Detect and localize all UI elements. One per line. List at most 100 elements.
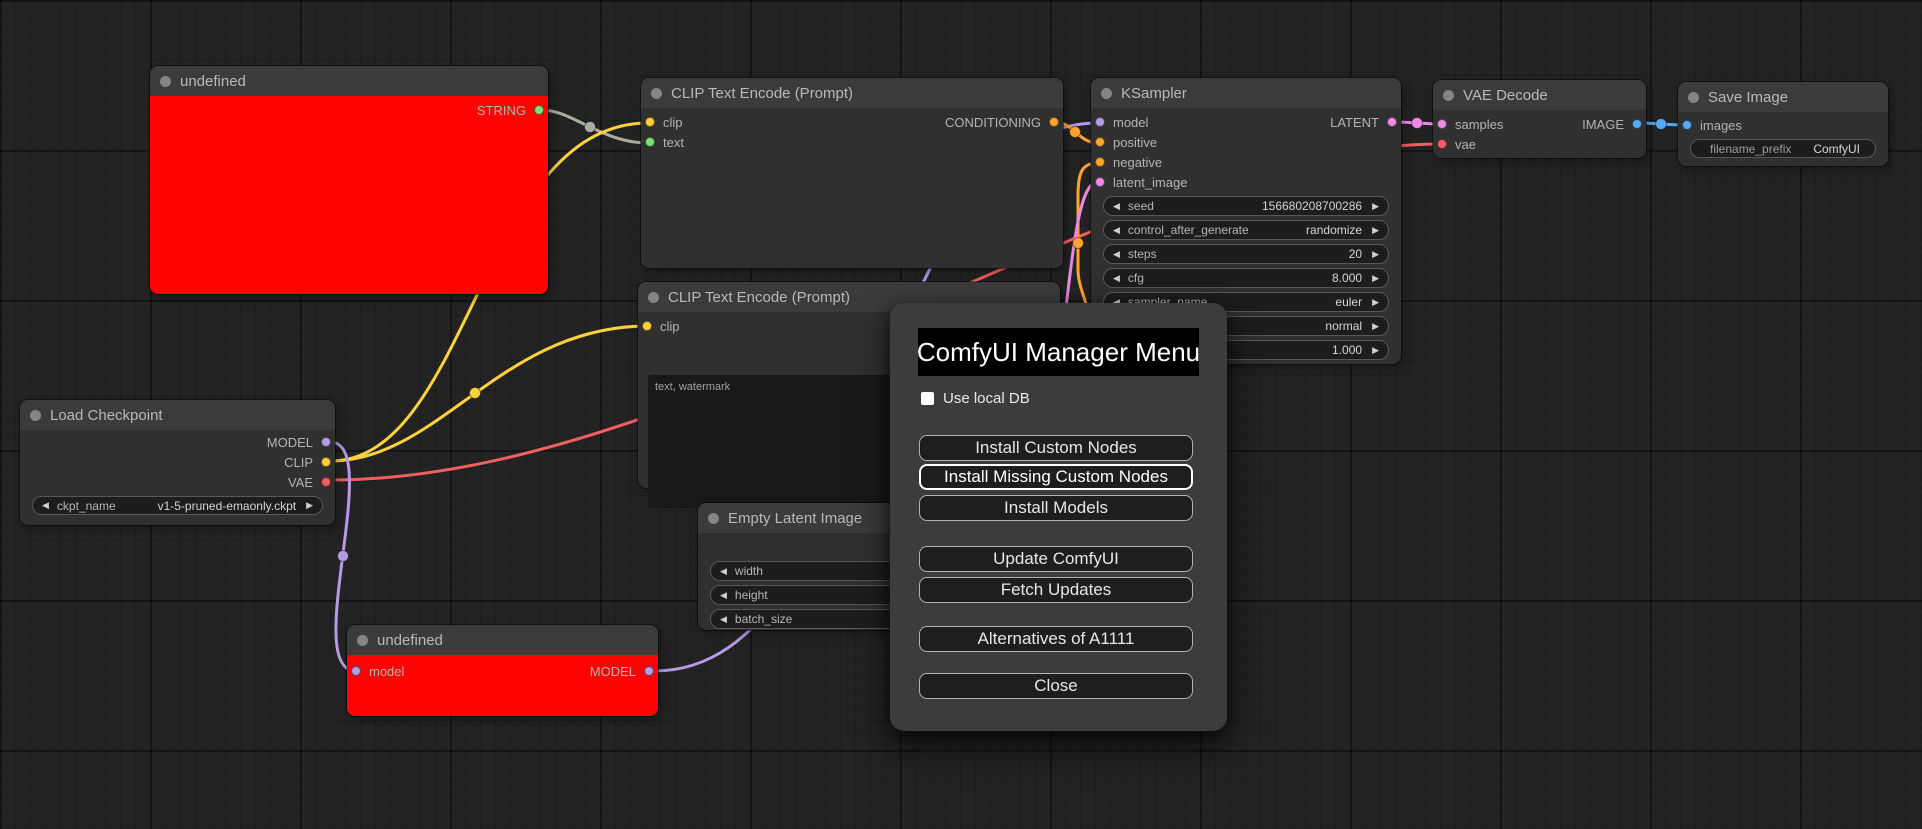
widget-control-after-generate[interactable]: ◀ control_after_generate randomize ▶ [1103, 220, 1389, 240]
node-collapse-dot-icon[interactable] [708, 512, 719, 524]
arrow-left-icon[interactable]: ◀ [720, 589, 727, 600]
widget-value: 156680208700286 [1261, 199, 1363, 213]
arrow-left-icon[interactable]: ◀ [42, 500, 49, 510]
input-label-positive: positive [1113, 134, 1158, 150]
install-missing-custom-nodes-button[interactable]: Install Missing Custom Nodes [919, 464, 1193, 490]
input-label-clip: clip [663, 114, 683, 130]
arrow-right-icon[interactable]: ▶ [1372, 200, 1379, 211]
node-save-image[interactable]: Save Image images filename_prefix ComfyU… [1678, 82, 1888, 166]
reroute-dot-negative[interactable] [1072, 237, 1084, 249]
arrow-right-icon[interactable]: ▶ [306, 500, 313, 510]
arrow-right-icon[interactable]: ▶ [1372, 344, 1379, 355]
input-port-model[interactable] [1095, 117, 1105, 127]
widget-label: width [734, 564, 763, 578]
input-port-model[interactable] [351, 666, 361, 676]
node-header[interactable]: undefined [150, 66, 548, 96]
input-port-clip[interactable] [642, 321, 652, 331]
node-header[interactable]: VAE Decode [1433, 80, 1646, 110]
output-port-conditioning[interactable] [1049, 117, 1059, 127]
arrow-left-icon[interactable]: ◀ [1113, 224, 1120, 235]
node-title: CLIP Text Encode (Prompt) [671, 84, 854, 102]
widget-filename-prefix[interactable]: filename_prefix ComfyUI [1690, 139, 1876, 158]
input-port-samples[interactable] [1437, 119, 1447, 129]
wire-clip-to-clip2 [328, 324, 650, 463]
input-port-vae[interactable] [1437, 139, 1447, 149]
input-port-positive[interactable] [1095, 137, 1105, 147]
arrow-left-icon[interactable]: ◀ [1113, 296, 1120, 307]
arrow-right-icon[interactable]: ▶ [1372, 272, 1379, 283]
reroute-dot-image[interactable] [1655, 118, 1667, 130]
input-port-text[interactable] [645, 137, 655, 147]
arrow-right-icon[interactable]: ▶ [1372, 248, 1379, 259]
install-models-button[interactable]: Install Models [919, 495, 1193, 521]
output-port-string[interactable] [534, 105, 544, 115]
widget-seed[interactable]: ◀ seed 156680208700286 ▶ [1103, 196, 1389, 216]
output-port-latent[interactable] [1387, 117, 1397, 127]
node-collapse-dot-icon[interactable] [1101, 87, 1112, 99]
input-port-images[interactable] [1682, 120, 1692, 130]
node-clip-text-encode-1[interactable]: CLIP Text Encode (Prompt) clip CONDITION… [641, 78, 1063, 268]
input-port-negative[interactable] [1095, 157, 1105, 167]
arrow-right-icon[interactable]: ▶ [1372, 296, 1379, 307]
node-collapse-dot-icon[interactable] [30, 409, 41, 421]
widget-steps[interactable]: ◀ steps 20 ▶ [1103, 244, 1389, 264]
output-port-model[interactable] [321, 437, 331, 447]
node-undefined-top[interactable]: undefined STRING [150, 66, 548, 294]
output-port-vae[interactable] [321, 477, 331, 487]
close-button[interactable]: Close [919, 673, 1193, 699]
widget-value: 8.000 [1332, 271, 1363, 285]
node-collapse-dot-icon[interactable] [648, 291, 659, 303]
node-collapse-dot-icon[interactable] [651, 87, 662, 99]
node-collapse-dot-icon[interactable] [1688, 91, 1699, 103]
install-custom-nodes-button[interactable]: Install Custom Nodes [919, 435, 1193, 461]
input-port-clip[interactable] [645, 117, 655, 127]
node-header[interactable]: CLIP Text Encode (Prompt) [641, 78, 1063, 108]
node-header[interactable]: KSampler [1091, 78, 1401, 108]
widget-cfg[interactable]: ◀ cfg 8.000 ▶ [1103, 268, 1389, 288]
node-title: Empty Latent Image [728, 509, 863, 527]
reroute-dot-latent[interactable] [1411, 117, 1423, 129]
output-port-image[interactable] [1632, 119, 1642, 129]
arrow-right-icon[interactable]: ▶ [1372, 320, 1379, 331]
input-label-text: text [663, 134, 684, 150]
node-collapse-dot-icon[interactable] [160, 75, 171, 87]
fetch-updates-button[interactable]: Fetch Updates [919, 577, 1193, 603]
node-title: KSampler [1121, 84, 1187, 102]
widget-label: batch_size [734, 612, 793, 626]
widget-label: filename_prefix [1710, 141, 1792, 156]
node-undefined-bottom[interactable]: undefined model MODEL [347, 625, 658, 716]
arrow-left-icon[interactable]: ◀ [1113, 272, 1120, 283]
node-header[interactable]: undefined [347, 625, 658, 655]
input-port-latent-image[interactable] [1095, 177, 1105, 187]
arrow-left-icon[interactable]: ◀ [720, 613, 727, 624]
reroute-dot-clip[interactable] [469, 387, 481, 399]
node-collapse-dot-icon[interactable] [1443, 89, 1454, 101]
node-title: CLIP Text Encode (Prompt) [668, 288, 851, 306]
use-local-db-row[interactable]: Use local DB [921, 390, 1030, 407]
arrow-right-icon[interactable]: ▶ [1372, 224, 1379, 235]
node-header[interactable]: Load Checkpoint [20, 400, 335, 430]
arrow-left-icon[interactable]: ◀ [720, 565, 727, 576]
input-label-model: model [1113, 114, 1149, 130]
use-local-db-checkbox[interactable] [921, 392, 934, 405]
node-collapse-dot-icon[interactable] [357, 634, 368, 646]
node-title: undefined [377, 631, 443, 649]
reroute-dot-model[interactable] [337, 550, 349, 562]
output-port-model[interactable] [644, 666, 654, 676]
update-comfyui-button[interactable]: Update ComfyUI [919, 546, 1193, 572]
node-vae-decode[interactable]: VAE Decode samples IMAGE vae [1433, 80, 1646, 158]
input-label-clip: clip [660, 318, 680, 334]
output-port-clip[interactable] [321, 457, 331, 467]
node-header[interactable]: Save Image [1678, 82, 1888, 112]
output-label-model: MODEL [266, 434, 313, 450]
alternatives-a1111-button[interactable]: Alternatives of A1111 [919, 626, 1193, 652]
comfyui-manager-dialog: ComfyUI Manager Menu Use local DB Instal… [890, 303, 1227, 731]
arrow-left-icon[interactable]: ◀ [1113, 200, 1120, 211]
widget-ckpt-name[interactable]: ◀ ckpt_name v1-5-pruned-emaonly.ckpt ▶ [32, 496, 323, 515]
reroute-dot-positive[interactable] [1069, 126, 1081, 138]
arrow-left-icon[interactable]: ◀ [1113, 248, 1120, 259]
widget-label: cfg [1127, 271, 1144, 285]
node-load-checkpoint[interactable]: Load Checkpoint MODEL CLIP VAE ◀ ckpt_na… [20, 400, 335, 525]
reroute-dot-string[interactable] [584, 121, 596, 133]
